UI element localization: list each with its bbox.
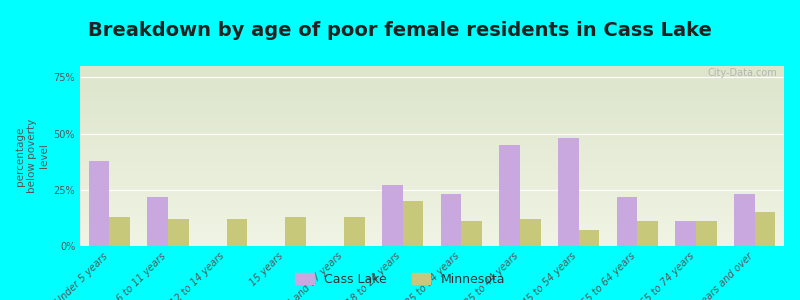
- Bar: [226, 219, 247, 246]
- Bar: [520, 219, 541, 246]
- Text: Breakdown by age of poor female residents in Cass Lake: Breakdown by age of poor female resident…: [88, 21, 712, 40]
- Bar: [578, 230, 599, 246]
- Bar: [734, 194, 754, 246]
- Bar: [441, 194, 462, 246]
- Bar: [499, 145, 520, 246]
- Legend: Cass Lake, Minnesota: Cass Lake, Minnesota: [290, 268, 510, 291]
- Bar: [754, 212, 775, 246]
- Bar: [147, 196, 168, 246]
- Bar: [382, 185, 402, 246]
- Bar: [344, 217, 365, 246]
- Bar: [462, 221, 482, 246]
- Bar: [696, 221, 717, 246]
- Bar: [89, 160, 110, 246]
- Text: City-Data.com: City-Data.com: [707, 68, 777, 78]
- Bar: [638, 221, 658, 246]
- Bar: [286, 217, 306, 246]
- Bar: [675, 221, 696, 246]
- Y-axis label: percentage
below poverty
level: percentage below poverty level: [14, 119, 50, 193]
- Bar: [617, 196, 638, 246]
- Bar: [558, 138, 578, 246]
- Bar: [168, 219, 189, 246]
- Bar: [402, 201, 423, 246]
- Bar: [110, 217, 130, 246]
